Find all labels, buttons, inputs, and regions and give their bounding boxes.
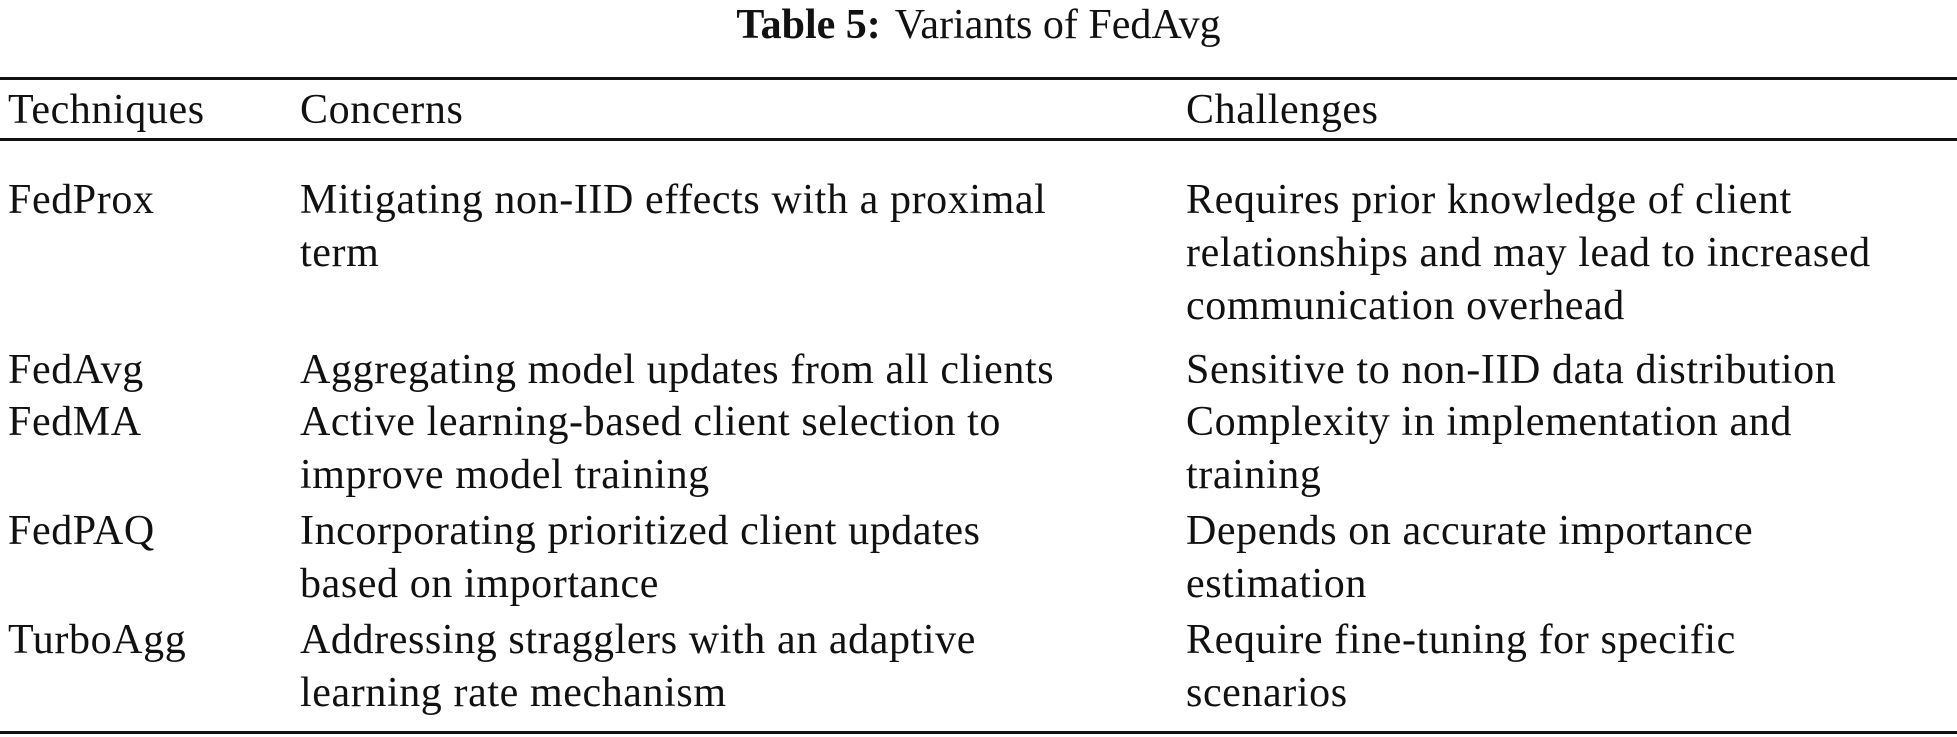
technique-cell: FedProx <box>8 177 155 223</box>
challenges-line: Complexity in implementation and <box>1186 399 1792 445</box>
concerns-cell: Addressing stragglers with an adaptive le… <box>300 614 976 720</box>
concerns-cell: Incorporating prioritized client updates… <box>300 505 981 611</box>
header-challenges: Challenges <box>1186 87 1379 133</box>
top-rule <box>0 77 1957 80</box>
technique-cell: FedPAQ <box>8 508 155 554</box>
concerns-line: based on importance <box>300 561 659 607</box>
challenges-line: estimation <box>1186 561 1367 607</box>
challenges-cell: Complexity in implementation and training <box>1186 396 1792 502</box>
technique-cell: TurboAgg <box>8 617 187 663</box>
concerns-cell: Aggregating model updates from all clien… <box>300 344 1054 397</box>
challenges-line: relationships and may lead to increased <box>1186 230 1871 276</box>
header-concerns: Concerns <box>300 87 464 133</box>
concerns-line: improve model training <box>300 452 710 498</box>
concerns-cell: Mitigating non-IID effects with a proxim… <box>300 174 1046 280</box>
challenges-line: training <box>1186 452 1322 498</box>
technique-cell: FedMA <box>8 399 142 445</box>
challenges-line: Depends on accurate importance <box>1186 508 1754 554</box>
header-rule <box>0 138 1957 141</box>
concerns-line: term <box>300 230 380 276</box>
concerns-cell: Active learning-based client selection t… <box>300 396 1001 502</box>
concerns-line: Incorporating prioritized client updates <box>300 508 981 554</box>
header-techniques: Techniques <box>8 87 205 133</box>
challenges-cell: Sensitive to non-IID data distribution <box>1186 344 1836 397</box>
challenges-line: Require fine-tuning for specific <box>1186 617 1736 663</box>
concerns-line: Active learning-based client selection t… <box>300 399 1002 445</box>
bottom-rule <box>0 731 1957 734</box>
challenges-cell: Requires prior knowledge of client relati… <box>1186 174 1871 333</box>
concerns-line: Addressing stragglers with an adaptive <box>300 617 976 663</box>
challenges-cell: Depends on accurate importance estimation <box>1186 505 1753 611</box>
challenges-line: communication overhead <box>1186 283 1625 329</box>
caption-text: Variants of FedAvg <box>894 2 1221 48</box>
challenges-line: Requires prior knowledge of client <box>1186 177 1792 223</box>
caption-label: Table 5: <box>736 2 881 48</box>
challenges-line: Sensitive to non-IID data distribution <box>1186 347 1837 393</box>
concerns-line: Aggregating model updates from all clien… <box>300 347 1055 393</box>
challenges-cell: Require fine-tuning for specific scenario… <box>1186 614 1736 720</box>
concerns-line: learning rate mechanism <box>300 670 727 716</box>
challenges-line: scenarios <box>1186 670 1348 716</box>
concerns-line: Mitigating non-IID effects with a proxim… <box>300 177 1047 223</box>
technique-cell: FedAvg <box>8 347 144 393</box>
table-caption: Table 5: Variants of FedAvg <box>0 0 1957 50</box>
